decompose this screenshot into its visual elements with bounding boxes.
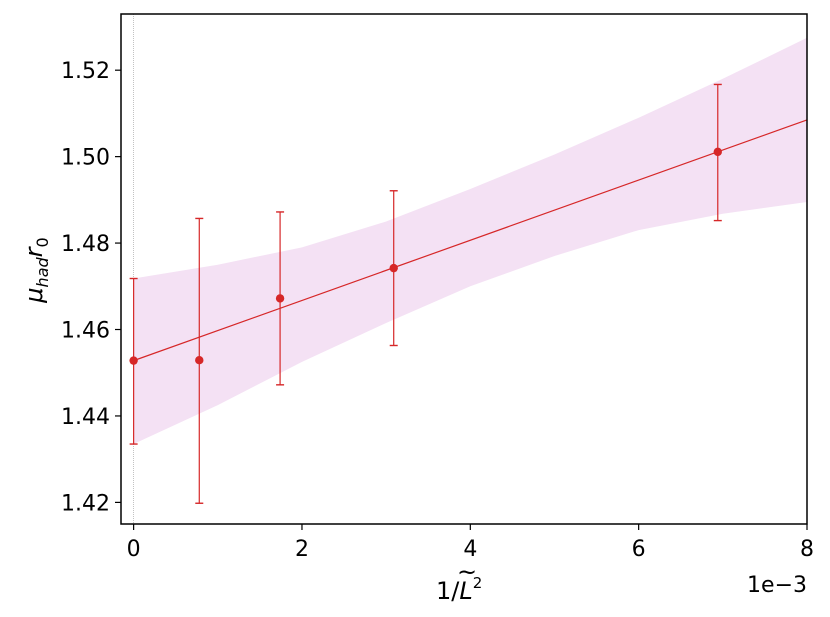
data-point-3 [389,263,398,273]
data-point-0 [129,356,138,365]
y-axis-label-mu-sub: had [33,257,52,288]
y-tick-label: 1.52 [61,59,110,84]
data-point-4 [713,147,722,157]
svg-text:μhadr0: μhadr0 [20,237,52,303]
x-axis-label: 1/L2 ~ [436,558,482,605]
svg-text:1/L2: 1/L2 [436,574,482,605]
y-tick-label: 1.50 [61,146,110,171]
x-axis-label-accent: ~ [457,558,477,586]
x-axis-label-prefix: 1/ [436,577,460,605]
x-tick-label: 8 [800,537,814,562]
x-offset-label: 1e−3 [747,573,807,598]
x-axis-ticks: 0 2 4 6 8 [127,524,814,562]
y-axis-label-mu: μ [20,287,48,303]
y-tick-label: 1.48 [61,232,110,257]
plot-area [129,14,808,524]
data-point-1 [195,355,204,365]
y-axis-label-r: r [20,245,48,257]
data-points [129,147,722,365]
y-tick-label: 1.46 [61,319,110,344]
x-tick-label: 6 [632,537,646,562]
y-axis-ticks: 1.42 1.44 1.46 1.48 1.50 1.52 [61,59,121,516]
x-tick-label: 4 [463,537,477,562]
y-axis-label-r-sub: 0 [33,237,52,247]
y-tick-label: 1.42 [61,491,110,516]
x-tick-label: 2 [295,537,309,562]
x-axis-label-symbol: L [459,577,472,605]
fit-line [133,119,808,362]
y-tick-label: 1.44 [61,405,110,430]
x-axis-label-exponent: 2 [473,574,483,592]
y-axis-label: μhadr0 [20,237,52,303]
data-point-2 [275,294,285,303]
x-tick-label: 0 [127,537,141,562]
axes-frame [120,13,808,525]
